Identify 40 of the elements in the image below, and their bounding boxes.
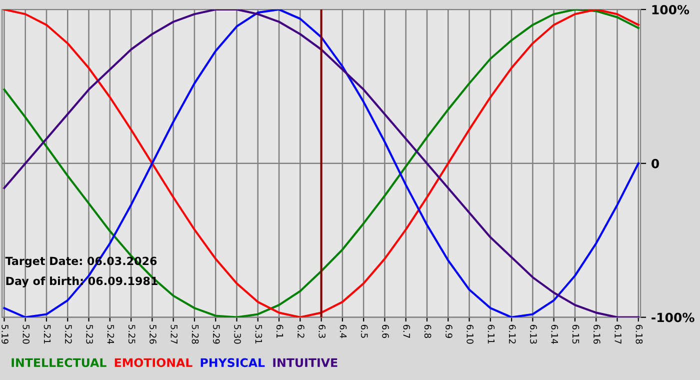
x-tick-label: 6.10 [466,324,474,344]
x-tick-label: 5.23 [86,324,93,344]
x-tick-label: 5.30 [234,324,241,344]
text: EMOTIONAL [114,358,192,368]
x-tick-label: 5.31 [255,324,262,344]
x-tick-label: 6.12 [508,324,516,344]
x-tick-label: 6.7 [403,324,410,338]
x-tick-label: 6.16 [593,324,600,344]
text: INTUITIVE [273,358,338,368]
y-tick-label: -100% [652,312,694,322]
x-tick-label: 6.1 [276,324,284,338]
text: PHYSICAL [200,358,265,368]
x-tick-label: 5.25 [128,324,136,344]
x-tick-label: 5.27 [170,324,178,344]
x-tick-label: 5.29 [212,324,220,344]
x-tick-label: 6.14 [551,324,558,344]
x-tick-label: 6.3 [318,324,326,338]
x-tick-label: 5.21 [44,324,51,344]
y-tick-label: 0 [652,158,660,168]
x-tick-label: 6.4 [340,324,347,338]
x-tick-label: 6.9 [446,324,452,338]
x-tick-label: 6.15 [572,324,580,344]
annotation: Day of birth: 06.09.1981 [6,276,158,288]
line-series [3,10,640,318]
x-tick-label: 6.2 [298,324,304,338]
text: INTELLECTUAL [12,358,106,368]
x-tick-label: 5.28 [192,324,199,344]
y-tick-label: 100% [652,4,690,14]
x-tick-label: 6.8 [424,324,432,338]
x-tick-label: 6.11 [488,324,495,344]
x-tick-label: 5.19 [2,324,8,344]
x-tick-label: 6.13 [530,324,537,344]
x-tick-label: 6.5 [360,324,368,338]
x-tick-label: 6.18 [636,324,643,344]
x-tick-label: 5.24 [107,324,114,344]
x-tick-label: 6.17 [614,324,622,344]
x-tick-label: 5.20 [22,324,30,344]
x-tick-label: 6.6 [382,324,389,338]
x-tick-label: 5.26 [150,324,156,344]
x-tick-label: 5.22 [65,324,72,344]
